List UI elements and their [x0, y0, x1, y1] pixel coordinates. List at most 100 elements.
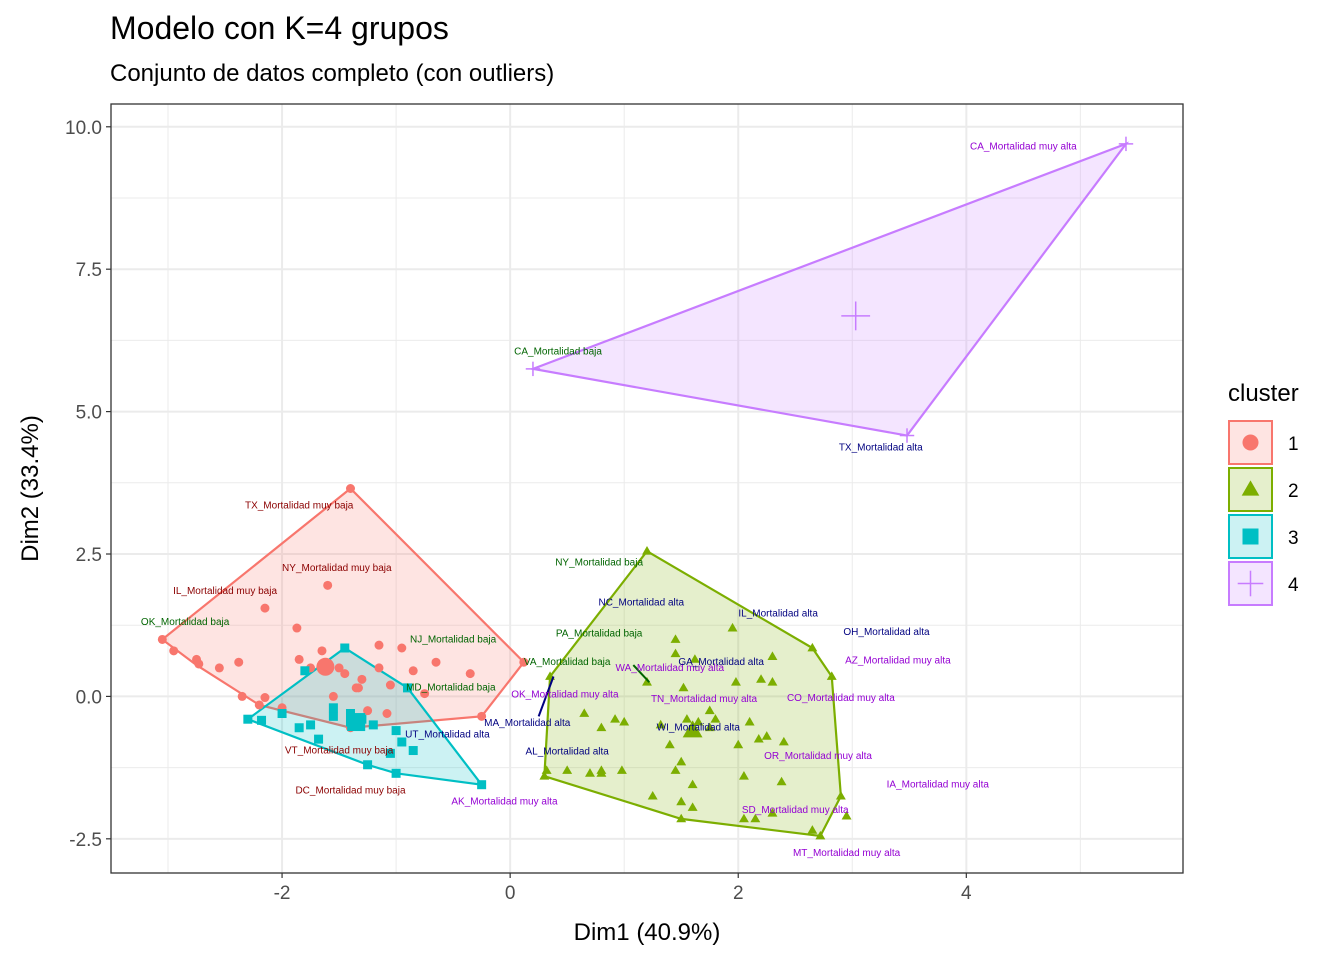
y-tick-label: 10.0 [65, 118, 102, 139]
cluster-1-point [294, 654, 304, 664]
cluster-2-point [733, 739, 744, 749]
y-tick-label: 7.5 [76, 260, 102, 281]
y-tick-label: 5.0 [76, 403, 102, 424]
cluster-2-point [744, 716, 755, 726]
legend-label: 1 [1288, 434, 1299, 455]
y-axis-title: Dim2 (33.4%) [17, 415, 44, 562]
cluster-1-point [363, 706, 373, 716]
cluster-2-point [676, 813, 687, 823]
cluster-2-point [541, 765, 552, 774]
y-tick-label: -2.5 [69, 830, 102, 851]
x-tick-label: -2 [274, 883, 291, 904]
point-label: NJ_Mortalidad baja [410, 634, 497, 645]
cluster-2-point [826, 671, 837, 680]
cluster-1-point [408, 666, 418, 676]
cluster-3-point [363, 760, 373, 770]
point-label: MA_Mortalidad alta [484, 718, 571, 729]
legend-item-2: 2 [1228, 467, 1299, 512]
point-label: OR_Mortalidad muy alta [764, 751, 872, 762]
legend-label: 4 [1288, 575, 1299, 596]
point-label: SD_Mortalidad muy alta [742, 805, 849, 816]
cluster-4-point [525, 361, 541, 377]
cluster-2-point [647, 790, 658, 800]
cluster-hull-4 [528, 141, 1130, 437]
y-tick-label: 0.0 [76, 687, 102, 708]
cluster-3-point [257, 715, 267, 725]
cluster-2-point [689, 654, 700, 663]
point-label: MD_Mortalidad baja [406, 683, 496, 694]
cluster-2-point [738, 771, 749, 780]
cluster-2-point [579, 708, 590, 717]
cluster-1-point [465, 669, 475, 679]
point-label: IL_Mortalidad alta [738, 609, 818, 620]
point-label: OK_Mortalidad muy alta [511, 690, 619, 701]
cluster-1-point [374, 640, 384, 650]
cluster-2-center [682, 720, 703, 738]
cluster-2-point [585, 768, 595, 777]
cluster-1-point [260, 603, 270, 613]
x-tick-label: 2 [733, 883, 744, 904]
cluster-1-point [317, 646, 327, 656]
cluster-2-point [562, 765, 573, 774]
x-tick-label: 0 [505, 883, 516, 904]
cluster-1-point [340, 669, 350, 679]
point-label: VA_Mortalidad baja [524, 657, 611, 668]
point-label: TX_Mortalidad alta [839, 442, 923, 453]
cluster-3-point [277, 709, 287, 719]
legend-title: cluster [1228, 380, 1299, 407]
cluster-2-point [753, 734, 764, 743]
x-tick-label: 4 [961, 883, 972, 904]
cluster-2-point [841, 810, 852, 820]
cluster-2-point [767, 677, 778, 686]
cluster-2-point [676, 796, 687, 806]
point-label: PA_Mortalidad baja [556, 629, 643, 640]
point-label: NY_Mortalidad muy baja [282, 563, 392, 574]
cluster-3-point [314, 734, 324, 744]
cluster-3-point [328, 711, 338, 721]
cluster-2-point [670, 648, 681, 658]
cluster-1-point [169, 646, 179, 656]
plot-border [110, 103, 1184, 874]
cluster-3-point [385, 748, 395, 758]
cluster-2-point [767, 651, 778, 660]
arrow-0 [537, 676, 555, 717]
cluster-1-point [260, 693, 270, 703]
cluster-2-point [778, 736, 789, 746]
cluster-3-point [391, 726, 401, 736]
point-label: CA_Mortalidad baja [514, 347, 602, 358]
cluster-2-point [738, 813, 749, 823]
cluster-2-point [807, 825, 818, 834]
cluster-3-point [243, 714, 253, 724]
point-label: AZ_Mortalidad muy alta [845, 655, 951, 666]
point-label: VT_Mortalidad muy baja [285, 745, 394, 756]
cluster-2-point [815, 830, 826, 840]
cluster-1-center [316, 657, 335, 676]
plot-panel [111, 104, 1183, 873]
cluster-2-point [642, 677, 652, 686]
point-label: IL_Mortalidad muy baja [173, 586, 277, 597]
cluster-1-point [194, 659, 204, 669]
cluster-2-point [704, 705, 715, 715]
cluster-2-point [642, 546, 652, 555]
cluster-2-point [678, 682, 689, 692]
x-axis-title: Dim1 (40.9%) [574, 919, 721, 946]
cluster-1-point [382, 709, 392, 719]
cluster-1-point [397, 643, 407, 653]
cluster-2-point [727, 622, 738, 632]
legend-marker [1237, 570, 1264, 597]
cluster-2-point [710, 714, 721, 723]
point-label: DC_Mortalidad muy baja [295, 785, 405, 796]
cluster-2-point [616, 765, 627, 774]
cluster-2-point [619, 716, 630, 726]
point-label: AL_Mortalidad alta [525, 747, 609, 758]
cluster-3-point [300, 666, 310, 676]
cluster-3-point [408, 746, 418, 756]
cluster-3-point [477, 780, 487, 790]
cluster-1-point [477, 711, 487, 721]
point-label: GA_Mortalidad alta [678, 657, 764, 668]
cluster-2-point [807, 642, 818, 652]
cluster-1-point [254, 700, 264, 710]
point-label: NC_Mortalidad alta [598, 597, 684, 608]
cluster-2-point [756, 674, 767, 683]
